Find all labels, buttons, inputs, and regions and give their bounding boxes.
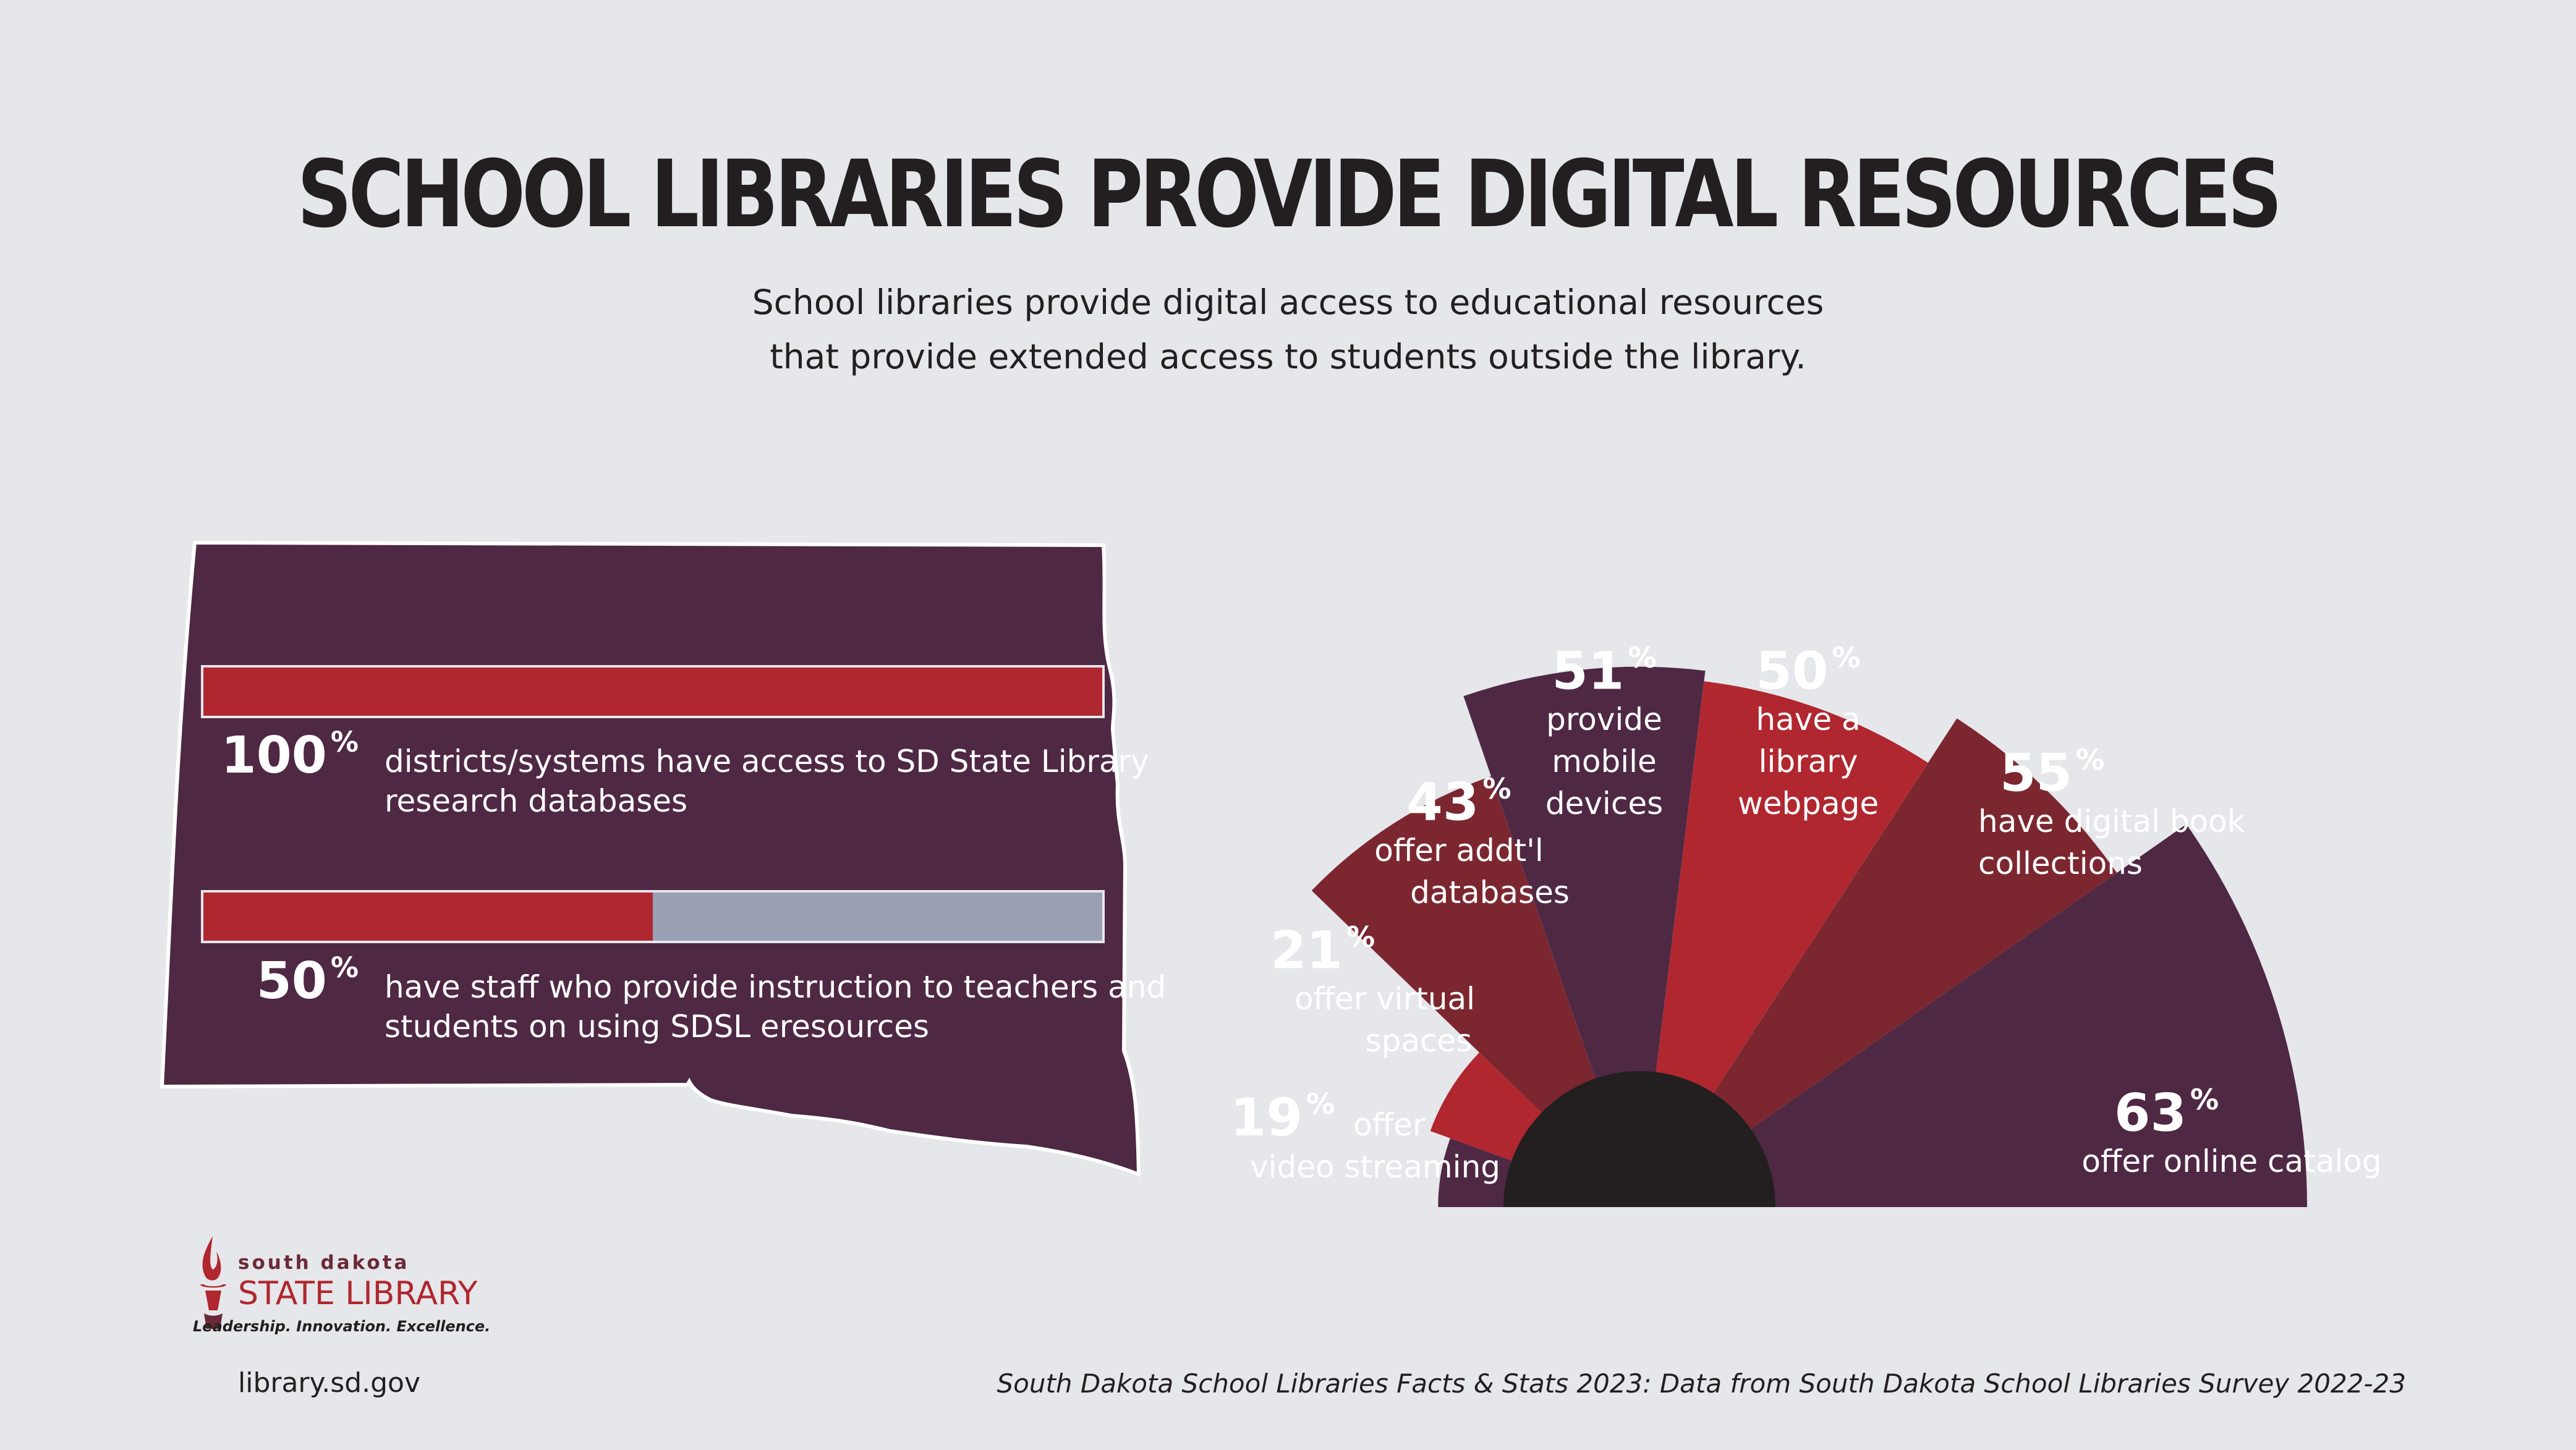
stat-bar-instruction bbox=[201, 890, 1105, 943]
fan-hub bbox=[1503, 1071, 1775, 1207]
fan-wedge-5 bbox=[1639, 718, 2117, 1207]
wedge-label-library-webpage: 50% have a library webpage bbox=[1737, 640, 1879, 821]
wedge-label-digital-books: 55% have digital book collections bbox=[1978, 742, 2245, 881]
stat-bar-fill bbox=[203, 892, 653, 941]
wedge-label-video-streaming: 19% offer video streaming bbox=[1230, 1087, 1501, 1185]
stat-description: have staff who provide instruction to te… bbox=[385, 969, 1167, 1045]
footer-source: South Dakota School Libraries Facts & St… bbox=[997, 1368, 2406, 1399]
stat-bar-remainder bbox=[653, 892, 1102, 941]
logo-tagline: Leadership. Innovation. Excellence. bbox=[193, 1318, 491, 1335]
wedge-label-online-catalog: 63% offer online catalog bbox=[2081, 1082, 2382, 1179]
wedge-label-addtl-databases: 43% offer addt'l databases bbox=[1374, 771, 1570, 910]
torch-logo-icon bbox=[200, 1236, 226, 1329]
subtitle-line-1: School libraries provide digital access … bbox=[752, 282, 1824, 322]
page-title: SCHOOL LIBRARIES PROVIDE DIGITAL RESOURC… bbox=[297, 141, 2282, 248]
subtitle-line-2: that provide extended access to students… bbox=[770, 337, 1806, 376]
logo-small-text: south dakota bbox=[238, 1252, 410, 1274]
wedge-label-mobile-devices: 51% provide mobile devices bbox=[1545, 640, 1664, 821]
stat-percent: 100% bbox=[221, 726, 359, 785]
wedge-label-virtual-spaces: 21% offer virtual spaces bbox=[1270, 920, 1476, 1059]
footer-url[interactable]: library.sd.gov bbox=[238, 1367, 421, 1399]
stat-percent: 50% bbox=[256, 951, 359, 1011]
fan-wedge-6 bbox=[1639, 824, 2307, 1207]
fan-wedge-4 bbox=[1639, 681, 1928, 1207]
stat-bar-fill bbox=[203, 668, 1102, 716]
stat-description: districts/systems have access to SD Stat… bbox=[385, 744, 1149, 819]
subtitle: School libraries provide digital access … bbox=[0, 275, 2576, 384]
stat-bar-databases bbox=[201, 665, 1105, 718]
logo-big-text: STATE LIBRARY bbox=[238, 1275, 478, 1312]
